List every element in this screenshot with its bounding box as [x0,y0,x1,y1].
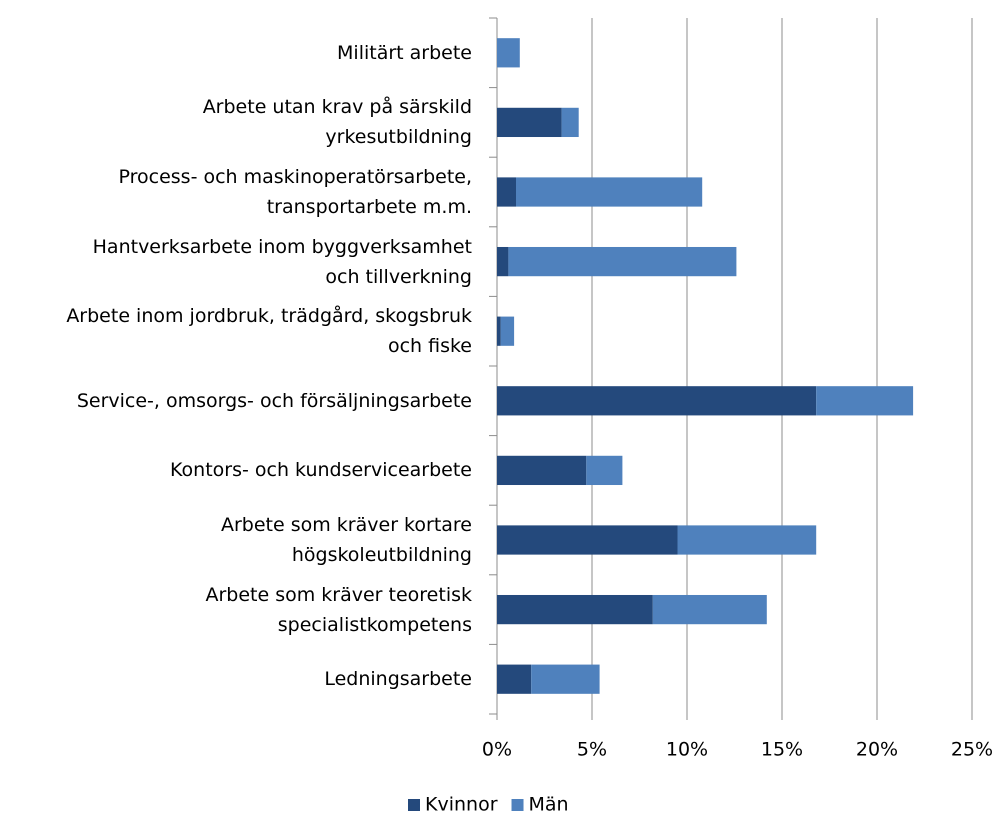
bar-segment [508,246,737,277]
bar-segment [500,316,515,346]
bar-segment [816,386,914,416]
y-tick-label: Arbete som kräver teoretisk specialistko… [205,583,472,636]
bar-segment [497,525,678,555]
bar-segment [497,246,509,277]
y-tick-label: Militärt arbete [337,41,472,64]
bar-segment [516,177,703,207]
x-tick-label: 5% [577,739,607,761]
x-tick-label: 25% [951,739,993,761]
x-tick-label: 0% [482,739,512,761]
y-tick-label: Arbete inom jordbruk, trädgård, skogsbru… [66,305,472,358]
bar-segment [652,594,767,625]
x-tick-label: 20% [856,739,898,761]
bar-segment [497,38,520,68]
y-tick-label: Arbete utan krav på särskild yrkesutbild… [202,96,472,149]
bar-segment [497,594,653,625]
y-tick-label: Process- och maskinoperatörsarbete, tran… [118,166,473,218]
legend-swatch [408,799,420,811]
bar-segment [531,664,600,694]
y-tick-label: Hantverksarbete inom byggverksamhet och … [92,235,472,288]
y-tick-label: Arbete som kräver kortare högskoleutbild… [221,514,472,566]
bar-segment [497,455,587,486]
legend-label: Kvinnor [425,794,498,814]
y-tick-label: Kontors- och kundservicearbete [170,459,472,482]
bar-segment [497,316,501,346]
bar-segment [497,177,516,207]
legend-swatch [511,799,524,811]
bar-segment [677,525,817,555]
bar-segment [497,664,532,694]
y-tick-label: Service-, omsorgs- och försäljningsarbet… [76,389,472,412]
y-tick-label: Ledningsarbete [324,668,472,691]
bar-segment [497,107,562,138]
bar-segment [586,455,623,486]
legend-label: Män [529,794,569,814]
x-tick-label: 10% [666,739,708,761]
x-tick-label: 15% [761,739,803,761]
bar-segment [561,107,579,138]
bar-segment [497,386,817,416]
